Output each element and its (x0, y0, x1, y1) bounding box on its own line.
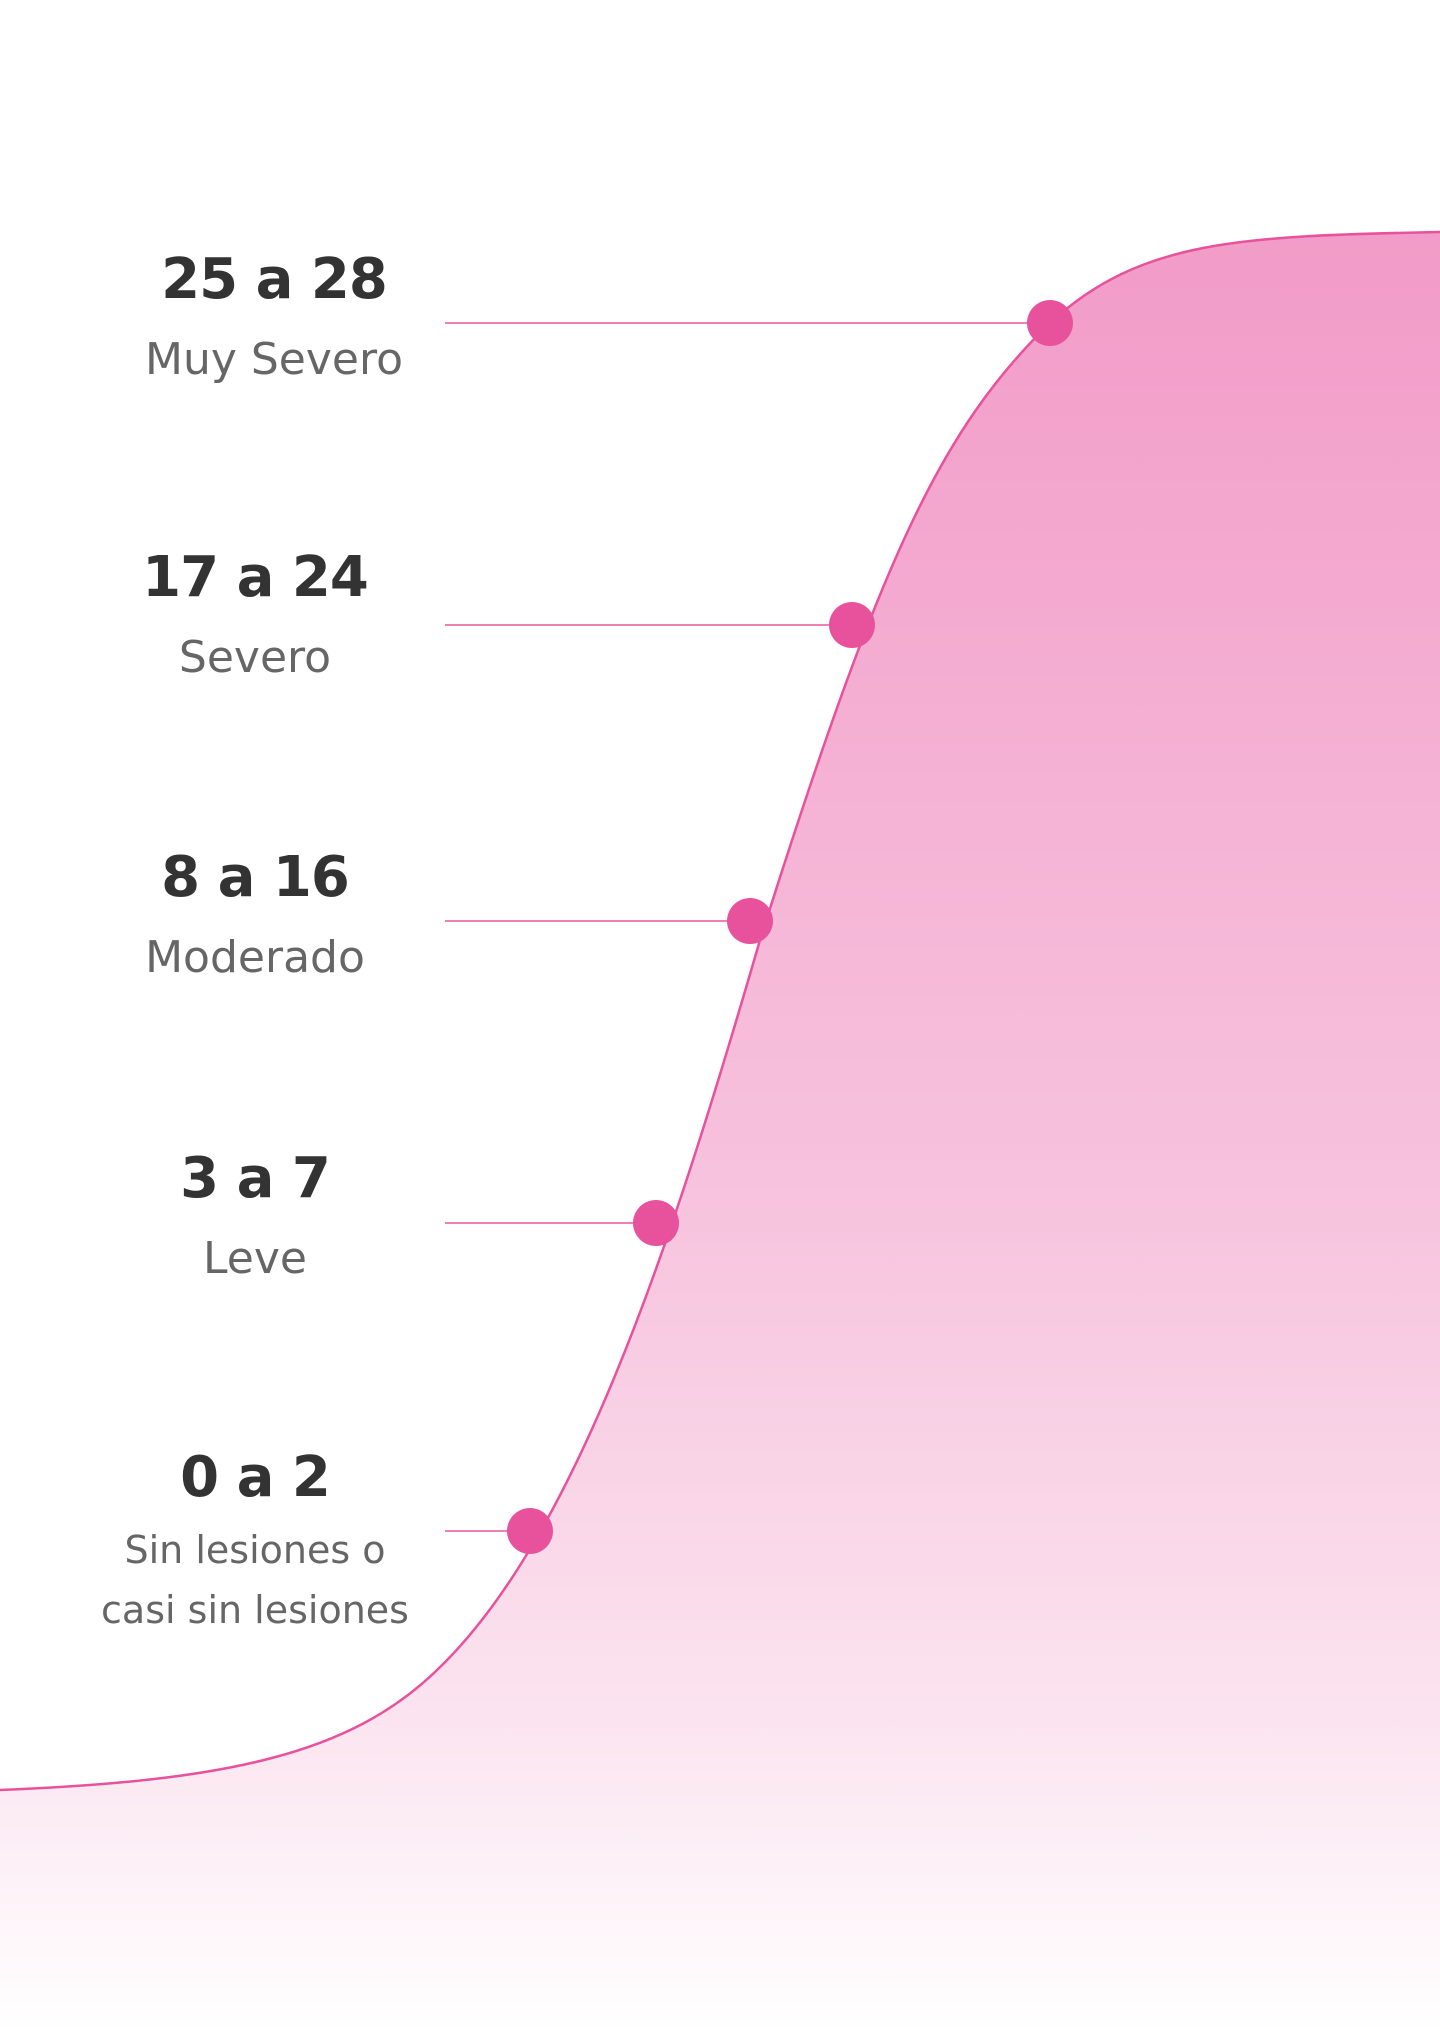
level-range: 8 a 16 (161, 845, 350, 910)
marker-dot-leve (633, 1200, 679, 1246)
curve-line (0, 230, 1440, 1792)
level-sin-lesiones: 0 a 2 Sin lesiones o casi sin lesiones (85, 1450, 425, 1640)
marker-dot-severo (829, 602, 875, 648)
level-range: 17 a 24 (142, 545, 369, 610)
level-leve: 3 a 7 Leve (105, 1151, 405, 1288)
level-range: 0 a 2 (180, 1445, 331, 1510)
level-label-line-1: Sin lesiones o (124, 1528, 386, 1572)
level-label: Severo (178, 632, 332, 683)
curve-area-fill (0, 232, 1440, 2032)
level-label-line-2: casi sin lesiones (101, 1588, 409, 1632)
level-label: Muy Severo (144, 334, 404, 385)
level-range: 3 a 7 (180, 1146, 331, 1211)
level-muy-severo: 25 a 28 Muy Severo (114, 252, 434, 389)
level-moderado: 8 a 16 Moderado (105, 850, 405, 987)
level-severo: 17 a 24 Severo (105, 550, 405, 687)
level-label: Sin lesiones o casi sin lesiones (85, 1520, 425, 1640)
marker-dot-moderado (727, 898, 773, 944)
level-label: Leve (203, 1233, 307, 1284)
marker-dot-muy-severo (1027, 300, 1073, 346)
level-label: Moderado (145, 932, 365, 983)
level-range: 25 a 28 (161, 247, 388, 312)
marker-dot-sin-lesiones (507, 1508, 553, 1554)
